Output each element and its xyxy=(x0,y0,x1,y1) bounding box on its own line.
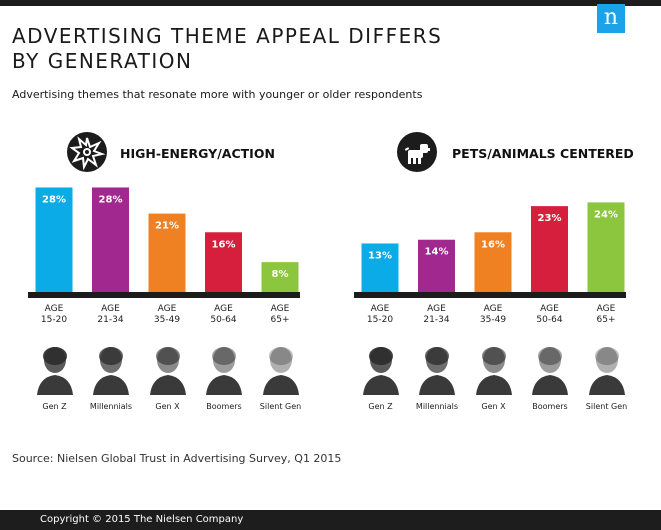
generation-label: Millennials xyxy=(89,402,133,411)
bar xyxy=(361,243,399,292)
page-subtitle: Advertising themes that resonate more wi… xyxy=(12,88,423,101)
chart-2-title: PETS/ANIMALS CENTERED xyxy=(452,146,634,161)
x-tick-label: AGE xyxy=(271,304,290,314)
generation-portraits-left: Gen Z Millennials Gen X Boomers Silent Gen xyxy=(28,341,328,421)
portrait-silent-gen: Silent Gen xyxy=(257,341,305,421)
source-note: Source: Nielsen Global Trust in Advertis… xyxy=(12,452,342,465)
person-photo xyxy=(584,341,629,395)
x-tick-label: 35-49 xyxy=(480,315,506,325)
person-photo xyxy=(471,341,516,395)
starburst-icon xyxy=(67,132,107,172)
bar xyxy=(587,202,625,292)
generation-label: Gen Z xyxy=(42,402,67,411)
x-tick-label: AGE xyxy=(540,304,559,314)
portrait-gen-x: Gen X xyxy=(470,341,518,421)
x-tick-label: AGE xyxy=(484,304,503,314)
person-photo xyxy=(145,341,190,395)
copyright: Copyright © 2015 The Nielsen Company xyxy=(40,514,244,525)
generation-label: Boomers xyxy=(206,402,242,411)
generation-label: Gen Z xyxy=(368,402,393,411)
page-title: ADVERTISING THEME APPEAL DIFFERS BY GENE… xyxy=(12,24,492,74)
person-photo xyxy=(528,341,572,395)
bar xyxy=(474,232,512,292)
top-bar xyxy=(0,0,661,6)
x-tick-label: AGE xyxy=(214,304,233,314)
high-energy-bar-chart: 28%AGE15-2028%AGE21-3421%AGE35-4916%AGE5… xyxy=(28,187,300,325)
person-photo xyxy=(32,341,77,395)
bar xyxy=(205,232,242,292)
x-tick-label: AGE xyxy=(101,304,120,314)
x-tick-label: 21-34 xyxy=(97,315,123,325)
x-tick-label: 50-64 xyxy=(210,315,236,325)
bar xyxy=(92,187,129,292)
x-tick-label: AGE xyxy=(427,304,446,314)
x-tick-label: 65+ xyxy=(597,315,616,325)
page-title-line-2: BY GENERATION xyxy=(12,49,193,73)
bar-value-label: 16% xyxy=(212,239,236,250)
person-photo xyxy=(202,341,246,395)
portrait-boomers: Boomers xyxy=(200,341,248,421)
portrait-gen-z: Gen Z xyxy=(357,341,405,421)
footer-bar: Copyright © 2015 The Nielsen Company xyxy=(0,510,661,530)
portrait-millennials: Millennials xyxy=(87,341,135,421)
generation-portraits-right: Gen Z Millennials Gen X Boomers Silent Gen xyxy=(354,341,654,421)
bar-value-label: 21% xyxy=(155,221,179,232)
baseline xyxy=(354,292,626,298)
person-photo xyxy=(258,341,303,395)
bar-value-label: 14% xyxy=(425,247,449,258)
portrait-silent-gen: Silent Gen xyxy=(583,341,631,421)
nielsen-logo: n xyxy=(597,4,625,33)
generation-label: Gen X xyxy=(155,402,180,411)
bar-value-label: 8% xyxy=(272,269,289,280)
page-title-line-1: ADVERTISING THEME APPEAL DIFFERS xyxy=(12,24,443,48)
portrait-boomers: Boomers xyxy=(526,341,574,421)
dog-icon xyxy=(397,132,437,172)
x-tick-label: 15-20 xyxy=(41,315,67,325)
person-photo xyxy=(415,341,459,395)
generation-label: Silent Gen xyxy=(585,402,628,411)
bar-value-label: 28% xyxy=(99,194,123,205)
x-tick-label: 65+ xyxy=(271,315,290,325)
bar xyxy=(531,206,568,292)
generation-label: Millennials xyxy=(415,402,459,411)
bar-value-label: 16% xyxy=(481,239,505,250)
portrait-millennials: Millennials xyxy=(413,341,461,421)
person-photo xyxy=(89,341,133,395)
bar xyxy=(418,239,455,292)
x-tick-label: 50-64 xyxy=(536,315,562,325)
x-tick-label: AGE xyxy=(597,304,616,314)
x-tick-label: AGE xyxy=(45,304,64,314)
generation-label: Boomers xyxy=(532,402,568,411)
x-tick-label: 35-49 xyxy=(154,315,180,325)
person-photo xyxy=(358,341,403,395)
portrait-gen-z: Gen Z xyxy=(31,341,79,421)
pets-bar-chart: 13%AGE15-2014%AGE21-3416%AGE35-4923%AGE5… xyxy=(354,202,626,325)
chart-1-title: HIGH-ENERGY/ACTION xyxy=(120,146,275,161)
portrait-gen-x: Gen X xyxy=(144,341,192,421)
bar-value-label: 13% xyxy=(368,250,392,261)
x-tick-label: AGE xyxy=(158,304,177,314)
generation-label: Gen X xyxy=(481,402,506,411)
x-tick-label: 15-20 xyxy=(367,315,393,325)
bar-value-label: 23% xyxy=(538,213,562,224)
bar xyxy=(148,213,186,292)
x-tick-label: 21-34 xyxy=(423,315,449,325)
bar-value-label: 24% xyxy=(594,209,618,220)
bar xyxy=(261,262,299,292)
baseline xyxy=(28,292,300,298)
bar-value-label: 28% xyxy=(42,194,66,205)
generation-label: Silent Gen xyxy=(259,402,302,411)
x-tick-label: AGE xyxy=(371,304,390,314)
bar xyxy=(35,187,73,292)
